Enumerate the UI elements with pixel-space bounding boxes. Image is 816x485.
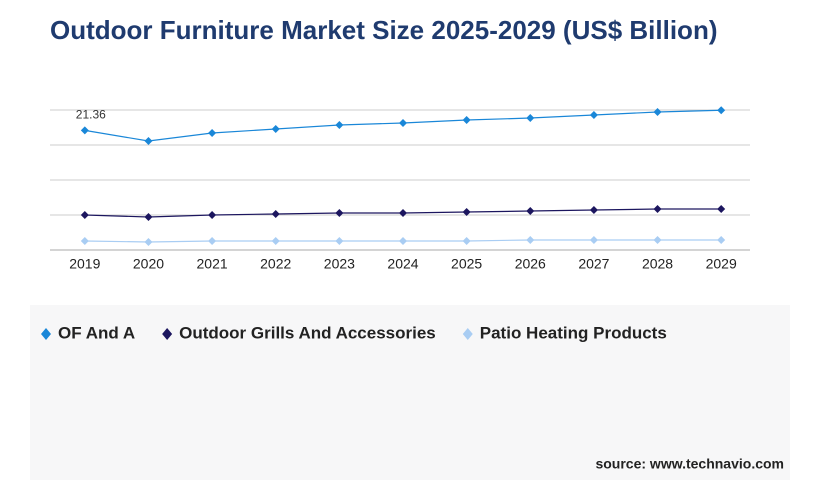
data-point <box>526 235 535 244</box>
x-tick-label: 2020 <box>133 256 164 272</box>
source: source: www.technavio.com <box>595 456 784 472</box>
data-point <box>80 236 89 245</box>
data-point <box>462 116 471 125</box>
data-point <box>335 208 344 217</box>
legend-panel <box>30 305 790 480</box>
data-point <box>399 236 407 245</box>
x-tick-label: 2024 <box>387 256 418 272</box>
data-point <box>144 137 153 146</box>
data-point <box>653 205 662 214</box>
data-point <box>144 237 153 246</box>
x-tick-label: 2026 <box>515 256 546 272</box>
data-point <box>399 208 407 217</box>
data-point <box>717 235 726 244</box>
data-point <box>462 236 471 245</box>
chart-title: Outdoor Furniture Market Size 2025-2029 … <box>50 15 717 45</box>
data-point <box>208 236 217 245</box>
x-tick-label: 2019 <box>69 256 100 272</box>
x-tick-label: 2025 <box>451 256 482 272</box>
data-point <box>335 121 344 130</box>
data-point <box>653 235 662 244</box>
x-tick-label: 2029 <box>706 256 737 272</box>
data-point <box>271 124 280 133</box>
data-point <box>462 207 471 216</box>
data-point <box>526 207 535 216</box>
data-point <box>271 209 280 218</box>
data-point <box>208 129 217 138</box>
data-point <box>526 114 535 123</box>
data-point <box>208 211 217 219</box>
data-point <box>80 126 89 135</box>
legend-label: Patio Heating Products <box>480 323 667 342</box>
legend-marker <box>162 328 173 340</box>
legend-label: Outdoor Grills And Accessories <box>179 323 436 342</box>
data-point <box>271 236 280 245</box>
data-point <box>399 118 407 127</box>
data-label: 21.36 <box>76 108 106 122</box>
legend-marker <box>462 328 473 340</box>
data-point <box>589 110 598 119</box>
x-tick-label: 2028 <box>642 256 673 272</box>
data-point <box>335 236 344 245</box>
data-point <box>653 108 662 117</box>
data-point <box>80 211 89 219</box>
x-tick-label: 2021 <box>197 256 228 272</box>
data-point <box>717 106 726 115</box>
data-point <box>717 205 726 214</box>
x-tick-label: 2027 <box>578 256 609 272</box>
data-point <box>589 206 598 215</box>
legend-marker <box>41 328 51 340</box>
data-point <box>589 235 598 244</box>
x-tick-label: 2022 <box>260 256 291 272</box>
data-point <box>144 213 153 222</box>
legend-label: OF And A <box>58 323 135 342</box>
x-tick-label: 2023 <box>324 256 355 272</box>
